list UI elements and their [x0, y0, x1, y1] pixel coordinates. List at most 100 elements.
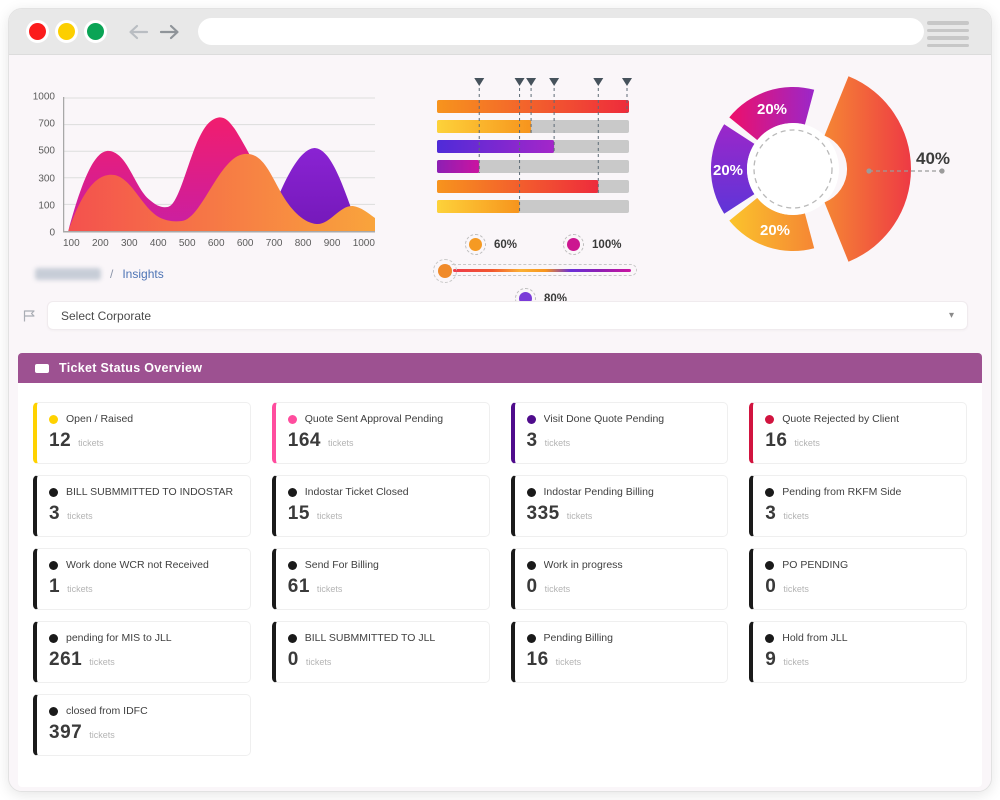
progress-slider: [433, 259, 637, 283]
legend-dot-magenta: [567, 238, 581, 251]
browser-window: 1000 700 500 300 100 0: [8, 8, 992, 792]
status-dot: [49, 560, 58, 570]
status-label: Open / Raised: [66, 413, 134, 425]
status-label: Quote Sent Approval Pending: [304, 413, 444, 425]
select-corporate-dropdown[interactable]: Select Corporate ▾: [47, 301, 968, 330]
status-label: Work in progress: [543, 559, 623, 571]
status-card[interactable]: closed from IDFC 397 tickets: [33, 694, 251, 756]
status-card[interactable]: Work done WCR not Received 1 tickets: [33, 548, 251, 610]
ticket-count: 12: [49, 430, 72, 451]
ticket-count: 164: [287, 430, 321, 451]
status-card[interactable]: Send For Billing 61 tickets: [271, 548, 490, 610]
ticket-count: 0: [765, 576, 777, 597]
donut-label-bottom: 20%: [760, 222, 790, 239]
forward-arrow-icon[interactable]: [158, 22, 182, 42]
filter-row: Select Corporate ▾: [22, 301, 968, 330]
chevron-down-icon: ▾: [948, 310, 954, 321]
ticket-count: 3: [526, 430, 538, 451]
area-chart: 1000 700 500 300 100 0: [29, 92, 381, 249]
back-arrow-icon[interactable]: [126, 22, 150, 42]
donut-chart: 40% 20% 20% 20%: [688, 67, 960, 276]
donut-slice-bottom: [729, 197, 815, 251]
legend-item-100: 100%: [563, 234, 621, 255]
status-card[interactable]: Quote Sent Approval Pending 164 tickets: [271, 402, 490, 464]
status-card[interactable]: Indostar Ticket Closed 15 tickets: [271, 475, 490, 537]
status-card[interactable]: Hold from JLL 9 tickets: [749, 621, 967, 683]
donut-inner-dashed-circle: [753, 129, 833, 209]
ticket-unit: tickets: [783, 584, 809, 594]
minimize-window-button[interactable]: [58, 23, 75, 40]
ticket-count: 16: [765, 430, 788, 451]
status-card[interactable]: Work in progress 0 tickets: [510, 548, 729, 610]
status-label: Work done WCR not Received: [66, 559, 209, 571]
ticket-count: 16: [526, 649, 549, 670]
ticket-count: 3: [49, 503, 61, 524]
slider-handle[interactable]: [438, 264, 452, 278]
ticket-unit: tickets: [544, 438, 571, 448]
status-label: Indostar Ticket Closed: [304, 486, 409, 498]
legend-label: 100%: [592, 238, 622, 251]
status-dot: [287, 560, 297, 570]
donut-label-40: 40%: [916, 149, 950, 168]
ticket-count: 61: [287, 576, 310, 597]
status-dot: [287, 487, 297, 497]
traffic-lights: [29, 23, 104, 40]
hamburger-menu-icon[interactable]: [927, 21, 969, 47]
area-x-axis: 100 200 300 400 500 600 600 700 800 900 1000: [63, 238, 375, 249]
breadcrumb-separator: /: [110, 267, 114, 281]
status-card[interactable]: Quote Rejected by Client 16 tickets: [749, 402, 967, 464]
url-bar[interactable]: [198, 18, 924, 45]
status-card[interactable]: Pending from RKFM Side 3 tickets: [749, 475, 967, 537]
bar-legend: 60% 100%: [465, 234, 635, 255]
ticket-unit: tickets: [794, 438, 820, 448]
status-card[interactable]: pending for MIS to JLL 261 tickets: [33, 621, 251, 683]
ticket-status-panel: Ticket Status Overview Open / Raised 12: [18, 353, 982, 787]
ticket-unit: tickets: [555, 657, 582, 667]
status-dot: [526, 414, 536, 424]
ticket-unit: tickets: [67, 584, 93, 594]
status-dot: [765, 487, 775, 497]
status-dot: [526, 633, 536, 643]
maximize-window-button[interactable]: [87, 23, 104, 40]
panel-body: Open / Raised 12 tickets Quote Sent Ap: [18, 383, 982, 787]
status-card[interactable]: PO PENDING 0 tickets: [749, 548, 967, 610]
status-dot: [765, 414, 775, 424]
status-label: Send For Billing: [304, 559, 379, 571]
status-dot: [49, 414, 58, 424]
legend-item-60: 60%: [465, 234, 517, 255]
status-card[interactable]: Indostar Pending Billing 335 tickets: [510, 475, 729, 537]
breadcrumb-redacted-item: [35, 268, 101, 280]
status-label: PO PENDING: [782, 559, 849, 571]
panel-header: Ticket Status Overview: [18, 353, 982, 383]
breadcrumb: / Insights: [35, 267, 164, 281]
ticket-count: 15: [287, 503, 310, 524]
status-cards-grid: Open / Raised 12 tickets Quote Sent Ap: [33, 402, 967, 756]
slider-track[interactable]: [453, 269, 631, 272]
breadcrumb-current-insights[interactable]: Insights: [122, 267, 164, 281]
ticket-count: 335: [526, 503, 560, 524]
corporate-flag-icon: [23, 310, 35, 322]
status-dot: [287, 414, 297, 424]
legend-dot-orange: [469, 238, 482, 251]
status-card[interactable]: BILL SUBMMITTED TO INDOSTAR 3 tickets: [33, 475, 251, 537]
close-window-button[interactable]: [29, 23, 46, 40]
ticket-unit: tickets: [67, 511, 93, 521]
status-label: pending for MIS to JLL: [66, 632, 172, 644]
status-label: Visit Done Quote Pending: [543, 413, 665, 425]
ticket-unit: tickets: [89, 657, 115, 667]
ticket-count: 261: [49, 649, 83, 670]
status-card[interactable]: Visit Done Quote Pending 3 tickets: [510, 402, 729, 464]
donut-slice-top: [729, 87, 815, 141]
ticket-unit: tickets: [783, 657, 809, 667]
status-label: Quote Rejected by Client: [782, 413, 899, 425]
ticket-unit: tickets: [327, 438, 354, 448]
area-chart-svg: [63, 97, 375, 233]
status-dot: [287, 633, 297, 643]
status-card[interactable]: Pending Billing 16 tickets: [510, 621, 729, 683]
bar-chart-svg: [437, 78, 632, 213]
browser-chrome: [9, 9, 991, 55]
slider-handle-ring: [433, 259, 457, 283]
status-card[interactable]: BILL SUBMMITTED TO JLL 0 tickets: [271, 621, 490, 683]
ticket-unit: tickets: [89, 730, 115, 740]
status-card[interactable]: Open / Raised 12 tickets: [33, 402, 251, 464]
